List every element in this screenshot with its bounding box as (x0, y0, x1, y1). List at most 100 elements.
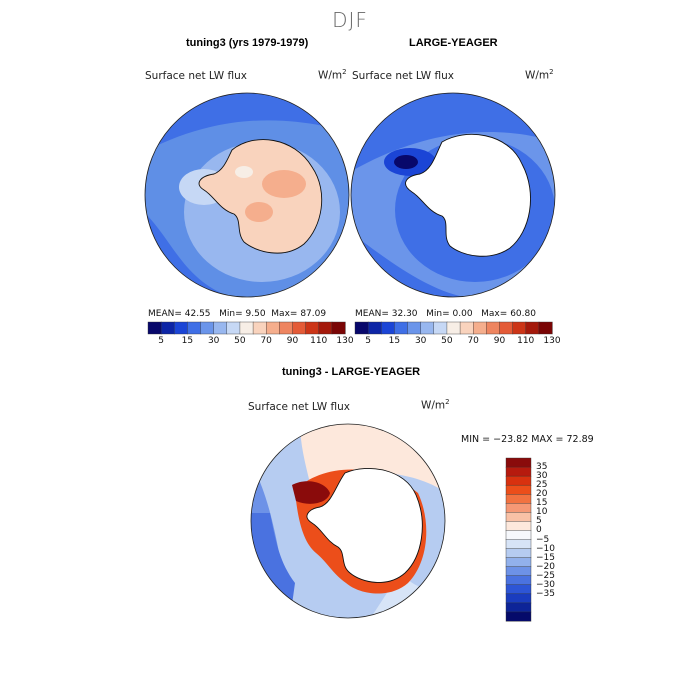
diff-colorbar-tick-label: 10 (536, 507, 548, 518)
diff-colorbar-tick-label: −15 (536, 552, 555, 563)
panel2-colorbar-swatch (525, 321, 540, 335)
diff-colorbar (505, 457, 532, 622)
panel1-colorbar-swatch (252, 321, 267, 335)
diff-colorbar-swatch (505, 566, 532, 577)
diff-colorbar-tick-label: −30 (536, 579, 555, 590)
diff-colorbar-tick-label: 15 (536, 498, 548, 509)
diff-colorbar-tick-label: 5 (536, 516, 542, 527)
panel1-colorbar-swatch (331, 321, 346, 335)
panel2-colorbar-tick-label: 90 (493, 336, 506, 346)
panel1-colorbar-swatch (200, 321, 215, 335)
diff-colorbar-swatch (505, 494, 532, 504)
panel1-map-border (144, 92, 350, 298)
diff-colorbar-swatch (505, 521, 532, 531)
panel1-colorbar-ticks: 5 15 30 50 70 90 110 130 (148, 336, 353, 348)
diff-variable: Surface net LW flux (248, 401, 350, 413)
diff-continent-nodata (306, 468, 423, 583)
panel1-colorbar-swatch (239, 321, 254, 335)
panel1-colorbar-swatch (279, 321, 294, 335)
panel2-variable: Surface net LW flux (352, 70, 454, 82)
panel1-colorbar-swatch (318, 321, 333, 335)
diff-colorbar-swatch (505, 503, 532, 513)
panel2-colorbar-tick-label: 5 (365, 336, 371, 346)
diff-colorbar-tick-label: 35 (536, 462, 548, 473)
panel1-colorbar-tick-label: 110 (310, 336, 328, 346)
panel1-colorbar-tick-label: 5 (158, 336, 164, 346)
panel1-colorbar-swatch (265, 321, 280, 335)
diff-colorbar-swatch (505, 611, 532, 622)
panel2-weddell-darkest (394, 155, 418, 169)
panel2-colorbar-swatch (486, 321, 501, 335)
diff-colorbar-swatch (505, 484, 532, 495)
panel1-colorbar-swatch (305, 321, 320, 335)
panel1-colorbar-tick-label: 130 (336, 336, 354, 346)
panel1-colorbar-tick-label: 90 (286, 336, 299, 346)
panel1-coastline (198, 139, 323, 254)
panel2-colorbar-swatch (433, 321, 448, 335)
panel2-colorbar-swatch (446, 321, 461, 335)
panel1-colorbar-tick-label: 30 (207, 336, 220, 346)
diff-colorbar-swatch (505, 466, 532, 477)
panel1-land-pale-patch (235, 166, 253, 178)
diff-colorbar-swatch (505, 575, 532, 586)
panel1-continent (199, 139, 322, 254)
panel1-colorbar (147, 321, 346, 335)
diff-map (250, 423, 446, 619)
diff-colorbar-swatch (505, 512, 532, 522)
diff-colorbar-swatch (505, 593, 532, 604)
panel2-colorbar-swatch (538, 321, 553, 335)
panel2-colorbar-swatch (407, 321, 422, 335)
panel2-colorbar-tick-label: 15 (388, 336, 401, 346)
panel2-map-border (350, 92, 556, 298)
diff-colorbar-swatch (505, 457, 532, 468)
diff-colorbar-swatch (505, 548, 532, 559)
panel2-colorbar-tick-label: 110 (517, 336, 535, 346)
diff-colorbar-swatch (505, 530, 532, 541)
panel1-colorbar-swatch (226, 321, 241, 335)
diff-colorbar-tick-label: −35 (536, 588, 555, 599)
panel2-colorbar-tick-label: 70 (467, 336, 479, 346)
diff-colorbar-swatch (505, 475, 532, 486)
panel2-title: LARGE-YEAGER (409, 37, 498, 49)
panel1-colorbar-swatch (160, 321, 175, 335)
diff-colorbar-swatch (505, 539, 532, 550)
panel2-ocean-north (351, 93, 555, 172)
panel2-colorbar-swatch (394, 321, 409, 335)
panel2-colorbar (354, 321, 553, 335)
season-title: DJF (332, 8, 368, 32)
panel2-colorbar-swatch (381, 321, 396, 335)
panel2-colorbar-swatch (499, 321, 514, 335)
diff-colorbar-tick-label: −20 (536, 561, 555, 572)
diff-colorbar-swatch (505, 584, 532, 595)
panel2-colorbar-swatch (472, 321, 487, 335)
panel2-stats: MEAN= 32.30 Min= 0.00 Max= 60.80 (355, 309, 536, 319)
diff-coastline (306, 467, 423, 583)
panel1-colorbar-tick-label: 70 (260, 336, 272, 346)
panel2-continent-nodata (405, 134, 531, 257)
panel1-units: W/m2 (318, 68, 347, 82)
panel2-colorbar-tick-label: 130 (543, 336, 561, 346)
panel1-colorbar-swatch (292, 321, 307, 335)
diff-colorbar-tick-label: 0 (536, 525, 542, 536)
diff-colorbar-tick-label: 25 (536, 480, 548, 491)
diff-weddell-deep-red (292, 481, 330, 504)
panel2-coastline (405, 133, 531, 257)
panel2-colorbar-tick-label: 50 (441, 336, 453, 346)
diff-colorbar-tick-label: −25 (536, 570, 555, 581)
diff-map-border (250, 423, 446, 619)
panel1-colorbar-tick-label: 50 (234, 336, 246, 346)
panel2-colorbar-ticks: 5 15 30 50 70 90 110 130 (355, 336, 560, 348)
panel1-colorbar-swatch (187, 321, 202, 335)
diff-units: W/m2 (421, 398, 450, 412)
diff-colorbar-tick-label: −10 (536, 543, 555, 554)
panel2-colorbar-swatch (367, 321, 382, 335)
panel1-map (144, 92, 350, 298)
panel1-land-warm-patch (262, 170, 306, 198)
diff-colorbar-tick-label: 20 (536, 489, 548, 500)
panel1-title: tuning3 (yrs 1979-1979) (186, 37, 309, 49)
panel1-colorbar-swatch (213, 321, 228, 335)
panel2-colorbar-swatch (354, 321, 369, 335)
panel1-stats: MEAN= 42.55 Min= 9.50 Max= 87.09 (148, 309, 327, 319)
panel2-colorbar-swatch (512, 321, 527, 335)
panel2-colorbar-swatch (420, 321, 435, 335)
